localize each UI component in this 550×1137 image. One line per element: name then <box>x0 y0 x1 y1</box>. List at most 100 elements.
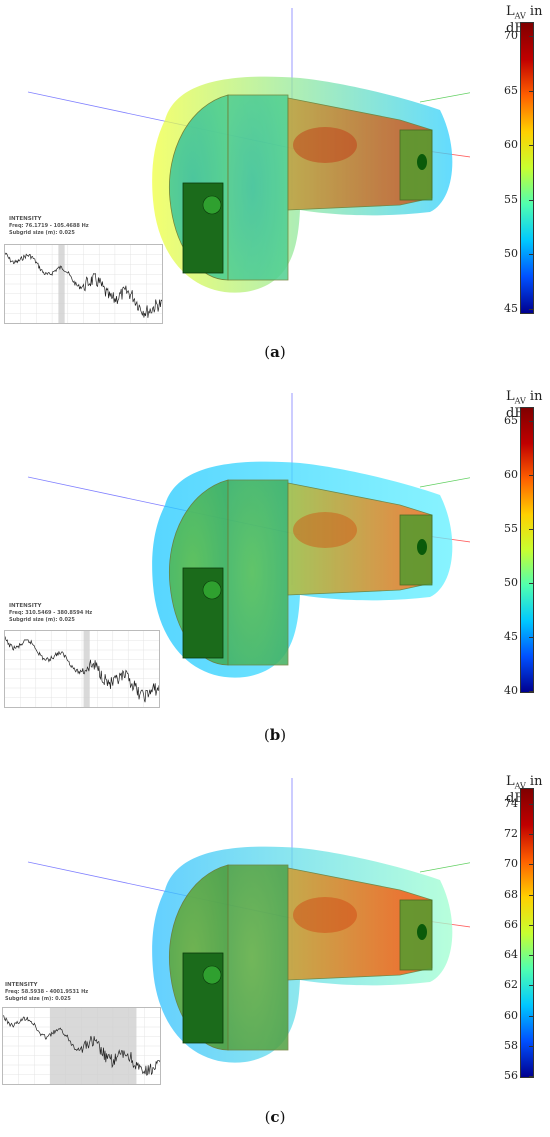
colorbar-tick-label: 65 <box>504 414 518 427</box>
spectrum-selected-band <box>58 245 65 323</box>
info-freq-c: Freq: 58.5938 - 4001.9531 Hz <box>5 989 89 995</box>
info-title-c: INTENSITY <box>5 982 38 988</box>
spectrum-plot-b <box>4 630 160 708</box>
colorbar-tick-mark <box>529 1015 533 1017</box>
colorbar-a <box>520 22 534 314</box>
caption-b: (b) <box>263 726 287 744</box>
sound-intensity-map-a <box>27 8 470 293</box>
colorbar-tick-mark <box>529 583 533 584</box>
duct-outlet-flange <box>399 899 433 971</box>
colorbar-tick-mark <box>529 145 533 147</box>
colorbar-tick-label: 64 <box>504 948 518 962</box>
colorbar-title-c: LAV in dB <box>506 774 543 806</box>
motor-block <box>182 567 224 659</box>
axis-y2-line <box>419 862 470 873</box>
info-title-b: INTENSITY <box>9 603 42 609</box>
colorbar-tick-label: 50 <box>504 576 518 589</box>
motor-block <box>182 182 224 274</box>
hot-spot <box>293 897 357 933</box>
intensity-info-c: INTENSITY Freq: 58.5938 - 4001.9531 Hz S… <box>5 982 88 1003</box>
motor-block <box>182 952 224 1044</box>
colorbar-tick-label: 72 <box>504 827 518 841</box>
intensity-info-b: INTENSITY Freq: 310.5469 - 380.8594 Hz S… <box>9 603 92 624</box>
colorbar-tick-mark <box>529 199 533 201</box>
housing-body <box>227 864 289 1051</box>
colorbar-tick-label: 70 <box>504 29 518 42</box>
colorbar-title-b: LAV in dB <box>506 389 543 421</box>
spectrum-plot-a <box>4 244 163 324</box>
colorbar-tick-label: 66 <box>504 917 518 931</box>
colorbar-tick-label: 58 <box>504 1038 518 1052</box>
colorbar-tick-mark <box>529 1076 533 1077</box>
motor-shaft <box>202 580 222 600</box>
panel-a: INTENSITY Freq: 76.1719 - 105.4688 Hz Su… <box>0 0 550 380</box>
sound-intensity-map-b <box>27 393 470 678</box>
caption-a: (a) <box>264 343 286 361</box>
axis-y2-line <box>419 92 470 103</box>
info-subgrid-c: Subgrid size (m): 0.025 <box>5 996 71 1002</box>
caption-c: (c) <box>264 1108 286 1126</box>
outlet-opening <box>417 539 427 555</box>
colorbar-tick-mark <box>529 985 533 987</box>
colorbar-tick-label: 68 <box>504 887 518 901</box>
colorbar-tick-mark <box>529 955 533 957</box>
colorbar-tick-mark <box>529 894 533 896</box>
duct-outlet-flange <box>399 129 433 201</box>
spectrum-curve <box>5 252 162 318</box>
colorbar-tick-label: 55 <box>504 192 518 206</box>
info-freq-b: Freq: 310.5469 - 380.8594 Hz <box>9 610 93 616</box>
housing-body <box>227 94 289 281</box>
colorbar-tick-mark <box>529 637 533 638</box>
colorbar-tick-mark <box>529 804 533 805</box>
duct-outlet-flange <box>399 514 433 586</box>
sound-intensity-map-c <box>27 778 470 1063</box>
colorbar-tick-label: 60 <box>504 468 518 481</box>
info-title-a: INTENSITY <box>9 216 42 222</box>
colorbar-tick-mark <box>529 529 533 530</box>
colorbar-tick-label: 40 <box>504 684 518 697</box>
colorbar-tick-label: 74 <box>504 797 518 810</box>
hot-spot <box>293 512 357 548</box>
colorbar-tick-label: 50 <box>504 247 518 261</box>
colorbar-tick-label: 45 <box>504 302 518 315</box>
colorbar-tick-label: 60 <box>504 138 518 152</box>
outlet-opening <box>417 154 427 170</box>
spectrum-selected-band <box>83 631 90 707</box>
colorbar-tick-label: 56 <box>504 1069 518 1082</box>
colorbar-tick-label: 62 <box>504 978 518 992</box>
colorbar-tick-mark <box>529 834 533 836</box>
colorbar-tick-mark <box>529 421 533 422</box>
panel-c: INTENSITY Freq: 58.5938 - 4001.9531 Hz S… <box>0 770 550 1137</box>
colorbar-tick-label: 60 <box>504 1008 518 1022</box>
colorbar-tick-label: 70 <box>504 857 518 871</box>
colorbar-tick-mark <box>529 254 533 256</box>
colorbar-tick-mark <box>529 1045 533 1047</box>
motor-shaft <box>202 195 222 215</box>
axis-y2-line <box>419 477 470 488</box>
colorbar-tick-label: 65 <box>504 83 518 97</box>
intensity-info-a: INTENSITY Freq: 76.1719 - 105.4688 Hz Su… <box>9 216 89 237</box>
info-subgrid-a: Subgrid size (m): 0.025 <box>9 230 75 236</box>
colorbar-tick-mark <box>529 691 533 692</box>
colorbar-tick-mark <box>529 36 533 37</box>
colorbar-tick-mark <box>529 475 533 476</box>
outlet-opening <box>417 924 427 940</box>
motor-shaft <box>202 965 222 985</box>
spectrum-curve <box>3 1015 160 1076</box>
spectrum-selected-band <box>50 1008 137 1084</box>
info-subgrid-b: Subgrid size (m): 0.025 <box>9 617 75 623</box>
colorbar-tick-mark <box>529 90 533 92</box>
colorbar-tick-label: 45 <box>504 630 518 643</box>
colorbar-c <box>520 788 534 1078</box>
colorbar-b <box>520 407 534 693</box>
colorbar-tick-mark <box>529 309 533 310</box>
spectrum-curve <box>5 636 159 703</box>
hot-spot <box>293 127 357 163</box>
colorbar-title-a: LAV in dB <box>506 4 543 36</box>
spectrum-plot-c <box>2 1007 161 1085</box>
housing-body <box>227 479 289 666</box>
colorbar-tick-label: 55 <box>504 522 518 535</box>
info-freq-a: Freq: 76.1719 - 105.4688 Hz <box>9 223 89 229</box>
colorbar-tick-mark <box>529 924 533 926</box>
colorbar-tick-mark <box>529 864 533 866</box>
